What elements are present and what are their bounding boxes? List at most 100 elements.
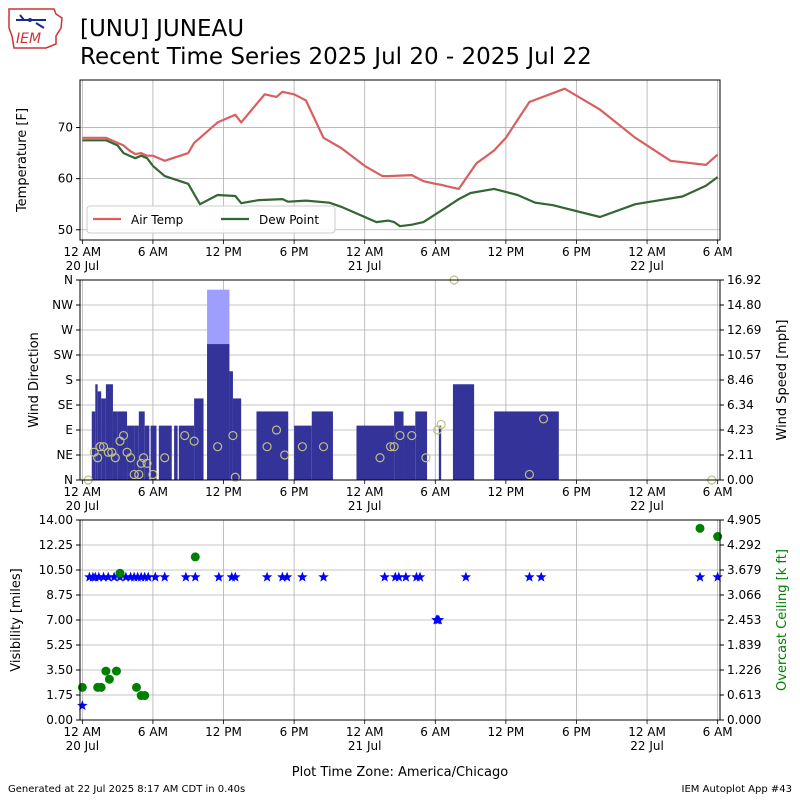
vis-tick-label: 14.00: [39, 513, 73, 527]
vis-tick-label: 8.75: [46, 588, 73, 602]
wind-xtick-date: 21 Jul: [348, 499, 382, 513]
wind-dir-point: [262, 442, 272, 452]
temp-ylabel: Temperature [F]: [15, 108, 30, 213]
visibility-point: [230, 571, 241, 582]
wind-dir-point: [98, 442, 109, 452]
footer-generated: Generated at 22 Jul 2025 8:17 AM CDT in …: [8, 784, 246, 795]
vis-xtick-date: 20 Jul: [66, 739, 100, 753]
page-subtitle: Recent Time Series 2025 Jul 20 - 2025 Ju…: [80, 44, 592, 70]
wind-dir-point: [93, 453, 103, 463]
wind-speed-bar: [229, 371, 233, 480]
wind-dir-point: [110, 453, 120, 463]
wind-dir-point: [421, 453, 431, 463]
visibility-point: [297, 571, 308, 582]
wind-speed-bar: [415, 411, 428, 480]
temp-ytick-label: 70: [58, 121, 73, 135]
wind-dir-tick-label: E: [65, 423, 73, 437]
vis-xtick-label: 6 PM: [280, 725, 309, 739]
temp-xtick-label: 12 PM: [205, 245, 242, 259]
temp-frame: [79, 79, 721, 241]
wind-dir-point: [389, 442, 399, 452]
wind-xtick-label: 6 AM: [703, 485, 733, 499]
legend-air-temp-label: Air Temp: [131, 213, 183, 227]
temp-xtick-label: 6 PM: [280, 245, 309, 259]
visibility-point: [150, 571, 161, 582]
air-temp-line: [82, 87, 719, 190]
visibility-point: [103, 571, 114, 582]
wind-speed-tick-label: 12.69: [727, 323, 761, 337]
wind-xtick-label: 6 AM: [138, 485, 168, 499]
visibility-point: [98, 571, 109, 582]
visibility-point: [414, 571, 426, 582]
wind-speed-bar: [158, 425, 172, 480]
wind-dir-tick-label: NW: [52, 298, 73, 312]
temp-xtick-date: 20 Jul: [66, 259, 100, 273]
wind-dir-point: [230, 472, 240, 482]
temp-ytick-label: 50: [58, 223, 73, 237]
vis-xtick-label: 12 AM: [346, 725, 384, 739]
wind-dir-point: [375, 453, 385, 463]
ceiling-point: [695, 523, 705, 533]
wind-dir-point: [125, 453, 136, 463]
ceiling-point: [190, 552, 200, 562]
wind-speed-bar: [134, 425, 139, 480]
wind-dir-point: [538, 414, 549, 424]
wind-dir-point: [148, 469, 158, 480]
wind-dir-point: [271, 425, 282, 435]
temp-xtick-label: 6 AM: [703, 245, 733, 259]
vis-xtick-label: 6 AM: [138, 725, 168, 739]
ceil-tick-label: 2.453: [727, 613, 761, 627]
temp-xtick-label: 6 AM: [138, 245, 168, 259]
wind-dir-point: [129, 469, 139, 480]
wind-speed-bar: [101, 398, 106, 480]
wind-dir-point: [103, 447, 113, 457]
wind-dir-point: [524, 469, 535, 480]
wind-speed-bar: [138, 411, 145, 480]
dew-point-line: [82, 139, 719, 228]
wind-speed-tick-label: 16.92: [727, 273, 761, 287]
wind-dir-tick-label: S: [65, 373, 73, 387]
wind-dir-tick-label: SE: [58, 398, 73, 412]
wind-dir-point: [436, 419, 446, 430]
wind-speed-tick-label: 6.34: [727, 398, 754, 412]
temp-legend-box: [86, 205, 336, 234]
ceil-tick-label: 3.066: [727, 588, 761, 602]
wind-speed-bar: [144, 425, 150, 480]
wind-speed-bar: [91, 411, 96, 480]
visibility-point: [433, 614, 445, 625]
temp-xtick-label: 12 AM: [628, 245, 666, 259]
wind-speed-tick-label: 4.23: [727, 423, 754, 437]
wind-speed-bar: [174, 425, 178, 480]
wind-y2label: Wind Speed [mph]: [775, 320, 790, 441]
vis-tick-label: 1.75: [46, 688, 73, 702]
temp-xtick-label: 12 PM: [488, 245, 525, 259]
wind-dir-point: [297, 442, 307, 452]
wind-speed-bar: [112, 411, 118, 480]
wind-dir-point: [318, 442, 329, 452]
wind-xtick-date: 20 Jul: [66, 499, 100, 513]
ceil-tick-label: 4.905: [727, 513, 761, 527]
wind-speed-bar: [95, 384, 98, 480]
ceiling-point: [77, 682, 87, 692]
wind-ylabel: Wind Direction: [27, 332, 42, 428]
temp-xtick-label: 6 AM: [420, 245, 450, 259]
wind-speed-bar: [97, 391, 102, 480]
ceil-tick-label: 1.226: [727, 663, 761, 677]
wind-speed-bar: [256, 411, 289, 480]
wind-dir-point: [280, 450, 290, 460]
wind-dir-point: [136, 458, 146, 468]
vis-xtick-date: 22 Jul: [630, 739, 664, 753]
wind-speed-tick-label: 0.00: [727, 473, 754, 487]
wind-speed-bar: [311, 411, 333, 480]
ceil-tick-label: 3.679: [727, 563, 761, 577]
visibility-point: [120, 571, 132, 582]
visibility-point: [261, 571, 273, 582]
visibility-point: [277, 571, 288, 582]
vis-xtick-label: 12 AM: [64, 725, 102, 739]
vis-ylabel: Visibility [miles]: [9, 568, 24, 671]
wind-dir-point: [160, 453, 170, 463]
wind-speed-tick-label: 8.46: [727, 373, 754, 387]
wind-speed-bar: [294, 425, 312, 480]
wind-speed-bar: [494, 411, 559, 480]
